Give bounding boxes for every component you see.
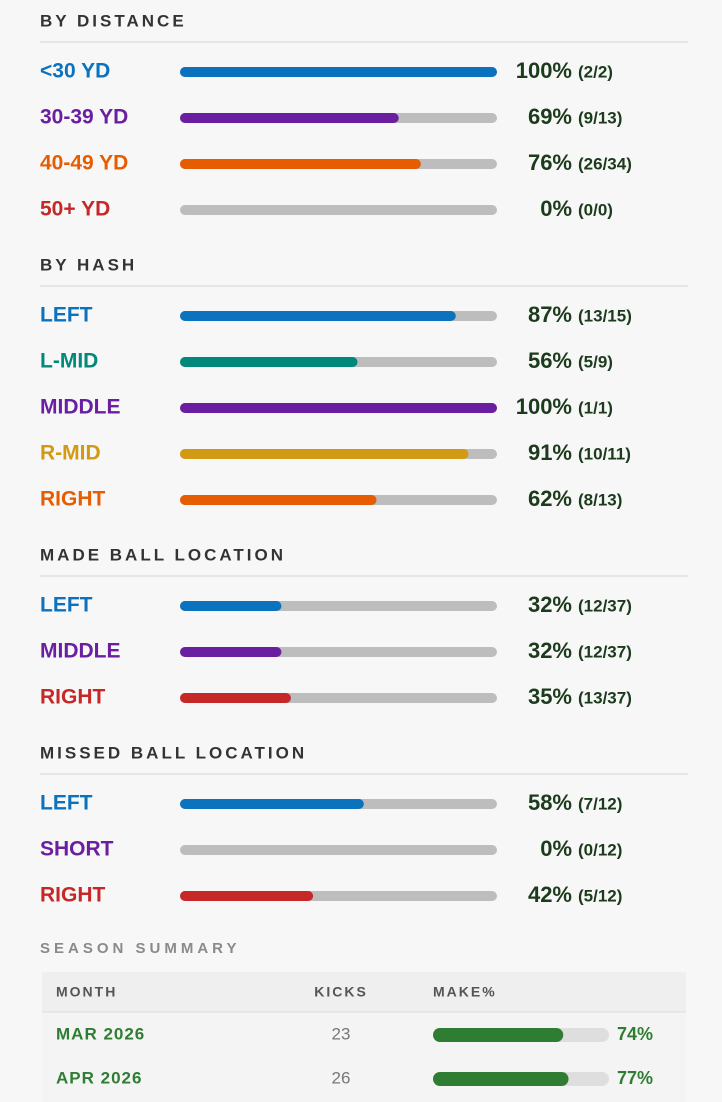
count: (5/12) — [578, 886, 622, 905]
row-label: MIDDLE — [40, 396, 121, 419]
bar — [180, 449, 469, 459]
row-label: LEFT — [40, 792, 93, 815]
row-label: <30 YD — [40, 60, 110, 83]
row-label: SHORT — [40, 838, 114, 861]
percent: 87% — [528, 302, 572, 327]
count: (1/1) — [578, 398, 613, 417]
percent: 62% — [528, 486, 572, 511]
percent: 76% — [528, 150, 572, 175]
table-header — [42, 972, 686, 1012]
column-header: MAKE% — [433, 984, 497, 1000]
count: (8/13) — [578, 490, 622, 509]
count: (10/11) — [578, 444, 631, 463]
percent: 35% — [528, 684, 572, 709]
percent: 69% — [528, 104, 572, 129]
bar — [180, 67, 497, 77]
bar — [180, 403, 497, 413]
make-percent: 77% — [617, 1068, 653, 1088]
percent: 32% — [528, 592, 572, 617]
count: (2/2) — [578, 62, 613, 81]
percent: 0% — [540, 836, 572, 861]
count: (0/0) — [578, 200, 613, 219]
kicks: 23 — [332, 1024, 351, 1043]
make-percent: 74% — [617, 1024, 653, 1044]
section-title: MISSED BALL LOCATION — [40, 743, 307, 762]
count: (13/37) — [578, 688, 632, 707]
row-label: LEFT — [40, 304, 93, 327]
row-label: R-MID — [40, 442, 101, 465]
row-label: RIGHT — [40, 884, 106, 907]
bar-track — [180, 845, 497, 855]
bar — [433, 1072, 569, 1086]
row-label: 50+ YD — [40, 198, 110, 221]
summary-title: SEASON SUMMARY — [40, 940, 240, 957]
row-label: 40-49 YD — [40, 152, 128, 175]
percent: 100% — [516, 58, 572, 83]
bar — [180, 601, 282, 611]
count: (26/34) — [578, 154, 632, 173]
row-label: LEFT — [40, 594, 93, 617]
column-header: KICKS — [314, 984, 368, 1000]
section-title: MADE BALL LOCATION — [40, 545, 286, 564]
month: APR 2026 — [56, 1068, 142, 1087]
kicks: 26 — [332, 1068, 351, 1087]
percent: 0% — [540, 196, 572, 221]
section-title: BY DISTANCE — [40, 11, 187, 30]
bar — [180, 159, 421, 169]
percent: 32% — [528, 638, 572, 663]
count: (12/37) — [578, 642, 632, 661]
bar — [180, 495, 377, 505]
bar — [180, 891, 314, 901]
count: (7/12) — [578, 794, 622, 813]
row-label: 30-39 YD — [40, 106, 128, 129]
percent: 91% — [528, 440, 572, 465]
percent: 56% — [528, 348, 572, 373]
bar — [180, 647, 282, 657]
bar — [180, 799, 364, 809]
percent: 100% — [516, 394, 572, 419]
count: (0/12) — [578, 840, 622, 859]
row-label: L-MID — [40, 350, 98, 373]
row-label: RIGHT — [40, 488, 106, 511]
row-label: MIDDLE — [40, 640, 121, 663]
column-header: MONTH — [56, 984, 117, 1000]
percent: 58% — [528, 790, 572, 815]
count: (5/9) — [578, 352, 613, 371]
count: (9/13) — [578, 108, 622, 127]
month: MAR 2026 — [56, 1024, 145, 1043]
count: (12/37) — [578, 596, 632, 615]
percent: 42% — [528, 882, 572, 907]
bar — [433, 1028, 564, 1042]
count: (13/15) — [578, 306, 632, 325]
bar — [180, 113, 399, 123]
bar-track — [180, 205, 497, 215]
bar — [180, 693, 291, 703]
bar — [180, 357, 358, 367]
bar — [180, 311, 456, 321]
section-title: BY HASH — [40, 255, 137, 274]
row-label: RIGHT — [40, 686, 106, 709]
